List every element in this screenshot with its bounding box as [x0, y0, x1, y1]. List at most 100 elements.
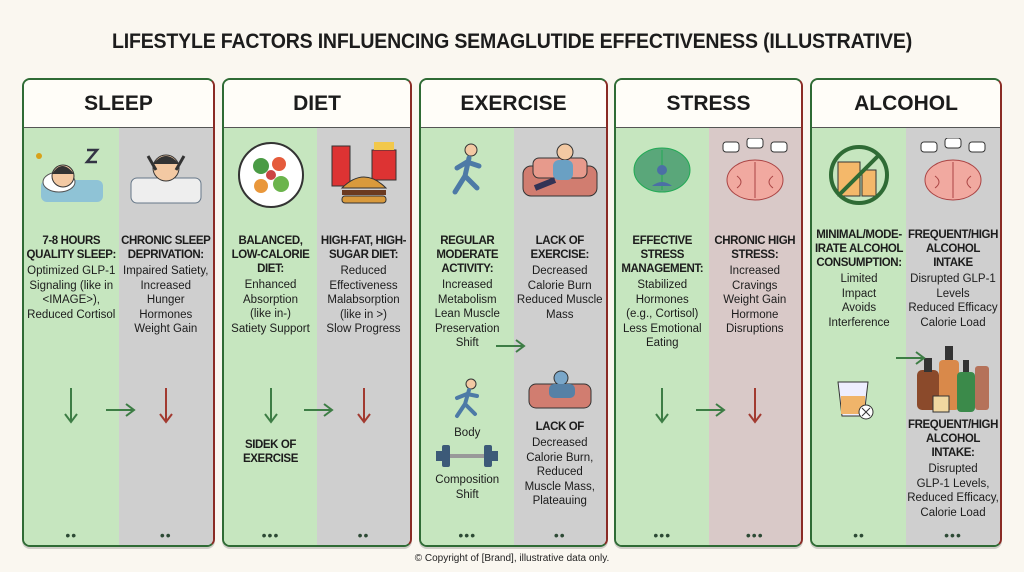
description-line: Decreased — [531, 265, 588, 277]
panel-title: ALCOHOL — [812, 80, 1000, 128]
right-arrow-icon — [694, 402, 728, 423]
runner-icon — [437, 140, 497, 205]
description-line: Avoids — [841, 302, 877, 314]
positive-heading: EFFECTIVE STRESS MANAGEMENT: — [621, 235, 704, 275]
whiskey-glass-icon — [834, 378, 874, 427]
positive-column: REGULAR MODERATE ACTIVITY: Increased Metab… — [421, 128, 514, 545]
description-line: Disrupted — [928, 463, 978, 475]
pagination-dots: ••• — [261, 527, 280, 543]
negative-text: FREQUENT/HIGH ALCOHOL INTAKE Disrupted GL… — [907, 228, 999, 330]
description-line: Disrupted GLP-1 — [910, 273, 996, 285]
stressed-brain-icon — [715, 137, 795, 213]
positive-column: EFFECTIVE STRESS MANAGEMENT: Stabilized Ho… — [616, 128, 709, 545]
description-line: Enhanced — [244, 279, 297, 291]
negative-description: Decreased Calorie Burn, Reduced Muscle Mass… — [515, 436, 606, 509]
description-line: Metabolism — [437, 293, 497, 306]
positive-description: Stabilized Hormones (e.g., Cortisol) Less E… — [617, 278, 708, 351]
positive-text: EFFECTIVE STRESS MANAGEMENT: Stabilized Ho… — [617, 234, 708, 351]
positive-column: 7-8 HOURS QUALITY SLEEP: Optimized GLP-1 S… — [24, 128, 119, 545]
positive-heading: MINIMAL/MODE-IRATE ALCOHOL CONSUMPTION: — [814, 229, 904, 269]
description-line: (e.g., Cortisol) — [626, 308, 699, 320]
description-line: GLP-1 Levels, — [916, 477, 990, 490]
positive-heading: SIDEK OF EXERCISE — [243, 439, 298, 465]
description-line: Muscle Mass, — [524, 480, 595, 493]
pagination-dots: •• — [853, 527, 865, 543]
description-line: Weight Gain — [134, 323, 198, 335]
person-on-couch-icon — [515, 138, 605, 213]
page-title: LIFESTYLE FACTORS INFLUENCING SEMAGLUTID… — [111, 30, 913, 53]
down-arrow-icon — [654, 386, 670, 431]
stressed-brain-icon — [913, 137, 993, 213]
description-line: Reduced Cortisol — [27, 308, 116, 321]
description-line: Reduced — [536, 466, 583, 478]
body-label: Body — [454, 427, 481, 439]
panel-alcohol: ALCOHOL MINIMAL/MODE-IRATE ALCOHOL CONSUM… — [810, 78, 1002, 547]
negative-description: Disrupted GLP-1 Levels, Reduced Efficacy, C… — [907, 462, 999, 520]
panel-stress: STRESS EFFECTIVE STRESS MANAGEMENT: Stabil… — [614, 78, 803, 547]
description-line: Increased — [441, 279, 493, 291]
description-line: Impaired Satiety, — [123, 265, 209, 277]
panel-title: SLEEP — [24, 80, 213, 128]
right-arrow-icon — [894, 350, 928, 371]
panel-title: DIET — [224, 80, 410, 128]
description-line: Shift — [455, 337, 479, 349]
small-runner-icon — [447, 378, 487, 427]
negative-column: HIGH-FAT, HIGH-SUGAR DIET: Reduced Effecti… — [317, 128, 410, 545]
description-line: Decreased — [531, 437, 588, 449]
negative-description: Disrupted GLP-1 Levels Reduced Efficacy Cal… — [907, 272, 999, 330]
description-line: Signaling (like in — [29, 279, 114, 292]
pagination-dots: ••• — [944, 527, 962, 543]
positive-description: Limited Impact Avoids Interference — [813, 272, 905, 330]
description-line: (like in >) — [340, 308, 387, 321]
description-line: Reduced — [340, 265, 387, 277]
negative-description: Reduced Effectiveness Malabsorption (like i… — [318, 264, 409, 337]
positive-description: Composition Shift — [422, 473, 513, 502]
description-line: Malabsorption — [327, 294, 400, 306]
description-line: Calorie Load — [920, 316, 986, 329]
negative-description: Decreased Calorie Burn Reduced Muscle Mass — [515, 264, 606, 322]
description-line: Increased — [729, 265, 780, 277]
dumbbell-icon — [432, 443, 502, 474]
copyright-footer: © Copyright of [Brand], illustrative dat… — [414, 553, 610, 564]
down-arrow-icon — [356, 386, 372, 431]
pagination-dots: •• — [65, 527, 78, 543]
down-arrow-icon — [63, 386, 79, 431]
healthy-plate-icon — [231, 140, 311, 215]
negative-text: CHRONIC SLEEP DEPRIVATION: Impaired Satie… — [120, 234, 213, 337]
down-arrow-icon — [747, 386, 763, 431]
no-alcohol-icon — [824, 140, 894, 215]
positive-description: Optimized GLP-1 Signaling (like in <IMAGE>… — [25, 264, 118, 322]
description-line: Hormones — [635, 293, 689, 306]
description-line: Reduced Efficacy — [908, 302, 998, 314]
description-line: Limited — [840, 273, 878, 285]
panel-title: STRESS — [616, 80, 801, 128]
panel-title: EXERCISE — [421, 80, 606, 128]
negative-description: Impaired Satiety, Increased Hunger Hormones… — [120, 264, 213, 337]
sleepless-person-icon — [126, 138, 206, 213]
description-line: Impact — [841, 287, 877, 300]
description-line: Calorie Burn — [527, 279, 592, 292]
extra-text: FREQUENT/HIGH ALCOHOL INTAKE: Disrupted GL… — [907, 418, 999, 520]
description-line: Hormones — [139, 308, 193, 321]
negative-column: CHRONIC HIGH STRESS: Increased Cravings Wei… — [708, 128, 801, 545]
meditating-brain-icon — [627, 140, 697, 215]
description-line: Optimized GLP-1 — [27, 265, 116, 277]
description-line: <IMAGE>), — [42, 294, 101, 306]
negative-description: Increased Cravings Weight Gain Hormone Disru… — [710, 264, 801, 337]
description-line: Absorption — [243, 293, 298, 306]
panel-sleep: SLEEP 7-8 HOURS QUALITY SLEEP: Optimized G… — [22, 78, 215, 547]
positive-description: Increased Metabolism Lean Muscle Preservati… — [422, 278, 513, 351]
pagination-dots: ••• — [653, 527, 672, 543]
positive-heading: REGULAR MODERATE ACTIVITY: — [436, 235, 499, 275]
description-line: Calorie Load — [920, 506, 986, 519]
description-line: Composition — [435, 474, 500, 486]
description-line: Plateauing — [532, 495, 587, 507]
pagination-dots: •• — [357, 527, 370, 543]
panel-diet: DIET BALANCED, LOW-CALORIE DIET: Enhanced A… — [222, 78, 412, 547]
pagination-dots: ••• — [745, 527, 764, 543]
description-line: Less Emotional — [622, 322, 702, 335]
negative-heading: LACK OF EXERCISE: — [530, 235, 590, 261]
description-line: Calorie Burn, — [526, 451, 594, 464]
negative-text: HIGH-FAT, HIGH-SUGAR DIET: Reduced Effecti… — [318, 234, 409, 337]
negative-column: CHRONIC SLEEP DEPRIVATION: Impaired Satie… — [118, 128, 213, 545]
